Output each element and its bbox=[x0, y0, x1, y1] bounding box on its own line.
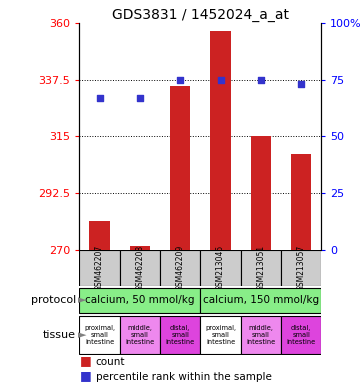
Bar bbox=[210, 31, 231, 250]
Text: proximal,
small
intestine: proximal, small intestine bbox=[205, 325, 236, 345]
Text: proximal,
small
intestine: proximal, small intestine bbox=[84, 325, 115, 345]
Text: GSM213057: GSM213057 bbox=[297, 245, 306, 291]
Text: count: count bbox=[96, 357, 125, 367]
Bar bbox=[281, 316, 321, 354]
Point bbox=[137, 95, 143, 101]
Bar bbox=[79, 288, 200, 313]
Point bbox=[218, 76, 223, 83]
Bar bbox=[160, 250, 200, 286]
Bar bbox=[241, 316, 281, 354]
Text: ■: ■ bbox=[79, 354, 91, 367]
Bar bbox=[170, 86, 190, 250]
Text: percentile rank within the sample: percentile rank within the sample bbox=[96, 372, 271, 382]
Bar bbox=[281, 250, 321, 286]
Text: calcium, 50 mmol/kg: calcium, 50 mmol/kg bbox=[85, 295, 195, 306]
Text: ■: ■ bbox=[79, 369, 91, 382]
Text: GSM462207: GSM462207 bbox=[95, 245, 104, 291]
Bar bbox=[90, 221, 110, 250]
Bar bbox=[79, 316, 120, 354]
Bar bbox=[130, 246, 150, 250]
Text: tissue: tissue bbox=[43, 330, 76, 340]
Text: GSM213045: GSM213045 bbox=[216, 245, 225, 291]
Point bbox=[177, 76, 183, 83]
Text: distal,
small
intestine: distal, small intestine bbox=[166, 325, 195, 345]
Text: distal,
small
intestine: distal, small intestine bbox=[287, 325, 316, 345]
Bar bbox=[120, 250, 160, 286]
Text: middle,
small
intestine: middle, small intestine bbox=[125, 325, 155, 345]
Bar bbox=[291, 154, 311, 250]
Bar bbox=[79, 250, 120, 286]
Text: GSM213051: GSM213051 bbox=[256, 245, 265, 291]
Point bbox=[97, 95, 103, 101]
Bar bbox=[200, 288, 321, 313]
Text: GSM462208: GSM462208 bbox=[135, 245, 144, 291]
Point bbox=[298, 81, 304, 87]
Point bbox=[258, 76, 264, 83]
Bar bbox=[251, 136, 271, 250]
Bar bbox=[200, 316, 241, 354]
Text: calcium, 150 mmol/kg: calcium, 150 mmol/kg bbox=[203, 295, 319, 306]
Bar bbox=[200, 250, 241, 286]
Bar bbox=[160, 316, 200, 354]
Bar bbox=[120, 316, 160, 354]
Text: ►: ► bbox=[78, 330, 86, 340]
Text: GSM462209: GSM462209 bbox=[176, 245, 185, 291]
Text: protocol: protocol bbox=[31, 295, 76, 306]
Text: middle,
small
intestine: middle, small intestine bbox=[246, 325, 275, 345]
Text: ►: ► bbox=[78, 295, 86, 306]
Title: GDS3831 / 1452024_a_at: GDS3831 / 1452024_a_at bbox=[112, 8, 289, 22]
Bar bbox=[241, 250, 281, 286]
